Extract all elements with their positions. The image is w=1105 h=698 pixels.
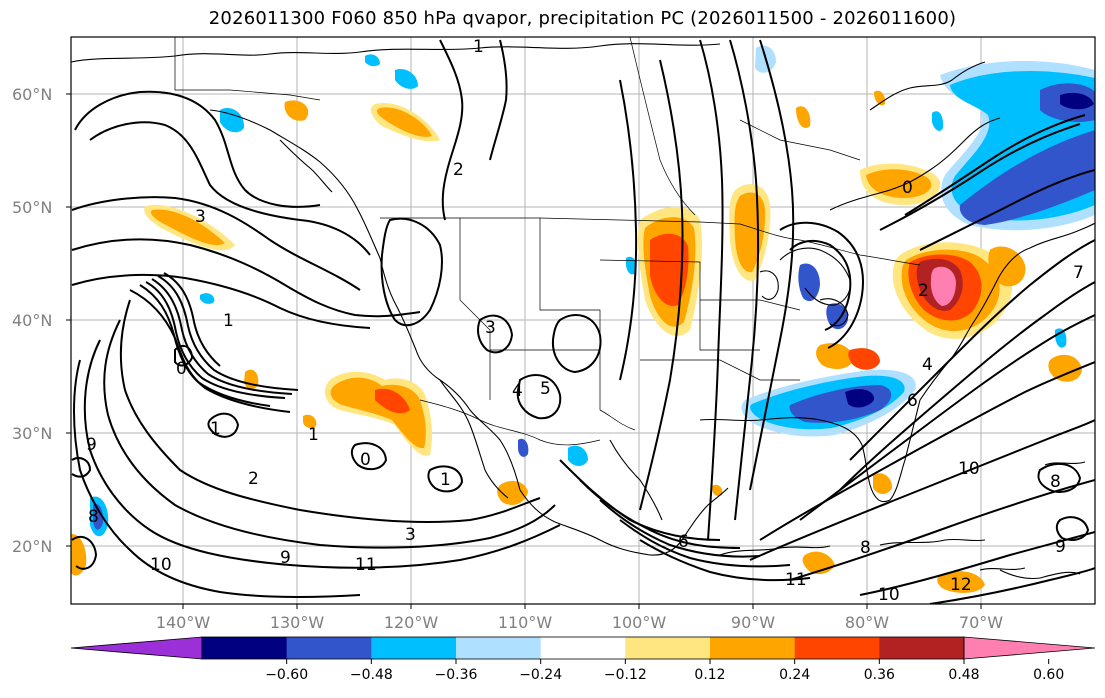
colorbar-tick-label: 0.24 bbox=[779, 667, 810, 683]
colorbar-tick-label: −0.12 bbox=[604, 667, 647, 683]
colorbar-tick-label: −0.36 bbox=[435, 667, 478, 683]
colorbar-tick-label: −0.60 bbox=[265, 667, 308, 683]
contour-label: 10 bbox=[878, 585, 900, 605]
contour-label: 1 bbox=[210, 419, 221, 439]
colorbar-extend-min bbox=[70, 636, 203, 660]
contour-label: 7 bbox=[1073, 263, 1084, 283]
colorbar-segment bbox=[202, 637, 288, 659]
contour-label: 9 bbox=[280, 548, 291, 568]
contour-label: 3 bbox=[485, 318, 496, 338]
contour-label: 6 bbox=[678, 532, 689, 552]
contour-label: 4 bbox=[922, 355, 933, 375]
contour-labels: 1 2 3 1 0 3 5 4 1 1 0 2 1 3 10 9 11 6 9 … bbox=[86, 37, 1084, 605]
lon-label: 110°W bbox=[498, 613, 553, 632]
lat-label: 20°N bbox=[12, 537, 52, 556]
colorbar-segment bbox=[456, 637, 542, 659]
colorbar-tick-label: −0.48 bbox=[350, 667, 393, 683]
colorbar-segment bbox=[710, 637, 796, 659]
contour-label: 1 bbox=[223, 311, 234, 331]
colorbar-extend-max bbox=[963, 636, 1096, 660]
colorbar-segment bbox=[540, 637, 626, 659]
colorbar-segment bbox=[794, 637, 880, 659]
contour-label: 8 bbox=[88, 507, 99, 527]
colorbar bbox=[70, 636, 1096, 660]
lon-label: 120°W bbox=[384, 613, 439, 632]
graticule bbox=[71, 37, 1095, 604]
contour-label: 2 bbox=[918, 281, 929, 301]
lat-label: 30°N bbox=[12, 424, 52, 443]
contour-label: 0 bbox=[360, 450, 371, 470]
political-borders bbox=[174, 37, 921, 446]
contour-label: 3 bbox=[195, 207, 206, 227]
contour-label: 9 bbox=[86, 435, 97, 455]
colorbar-segment bbox=[286, 637, 372, 659]
lon-label: 80°W bbox=[845, 613, 889, 632]
colorbar-tick-label: −0.24 bbox=[519, 667, 562, 683]
contour-label: 1 bbox=[440, 470, 451, 490]
contour-label: 4 bbox=[512, 381, 523, 401]
lon-label: 90°W bbox=[731, 613, 775, 632]
map-title: 2026011300 F060 850 hPa qvapor, precipit… bbox=[208, 8, 957, 29]
contour-label: 11 bbox=[355, 555, 377, 575]
contour-label: 1 bbox=[308, 425, 319, 445]
colorbar-segment bbox=[879, 637, 965, 659]
contour-label: 2 bbox=[453, 160, 464, 180]
axis-ticks bbox=[66, 93, 982, 609]
contour-label: 8 bbox=[860, 538, 871, 558]
contour-label: 6 bbox=[907, 391, 918, 411]
longitude-labels: 140°W 130°W 120°W 110°W 100°W 90°W 80°W … bbox=[156, 613, 1003, 632]
lat-label: 60°N bbox=[12, 85, 52, 104]
lon-label: 70°W bbox=[959, 613, 1003, 632]
lon-label: 130°W bbox=[270, 613, 325, 632]
latitude-labels: 60°N 50°N 40°N 30°N 20°N bbox=[12, 85, 52, 556]
contour-label: 0 bbox=[176, 359, 187, 379]
lon-label: 100°W bbox=[612, 613, 667, 632]
colorbar-tick-label: 0.48 bbox=[948, 667, 979, 683]
contour-label: 10 bbox=[958, 459, 980, 479]
colorbar-tick-label: 0.36 bbox=[864, 667, 895, 683]
colorbar-segment bbox=[371, 637, 457, 659]
contour-label: 9 bbox=[1055, 537, 1066, 557]
lat-label: 50°N bbox=[12, 198, 52, 217]
contour-label: 3 bbox=[405, 525, 416, 545]
contour-label: 12 bbox=[950, 575, 972, 595]
contour-label: 0 bbox=[902, 178, 913, 198]
lon-label: 140°W bbox=[156, 613, 211, 632]
qvapor-contours bbox=[71, 39, 1095, 604]
colorbar-tick-label: 0.60 bbox=[1033, 667, 1064, 683]
colorbar-segment bbox=[625, 637, 711, 659]
contour-label: 11 bbox=[785, 570, 807, 590]
colorbar-tick-label: 0.12 bbox=[694, 667, 725, 683]
contour-label: 5 bbox=[540, 379, 551, 399]
precip-positive-shading bbox=[71, 90, 1082, 593]
contour-label: 10 bbox=[150, 555, 172, 575]
colorbar-border bbox=[201, 636, 965, 660]
contour-label: 1 bbox=[473, 37, 484, 57]
map-content: 1 2 3 1 0 3 5 4 1 1 0 2 1 3 10 9 11 6 9 … bbox=[71, 37, 1095, 605]
lat-label: 40°N bbox=[12, 311, 52, 330]
contour-label: 8 bbox=[1050, 472, 1061, 492]
contour-label: 2 bbox=[248, 469, 259, 489]
colorbar-labels: −0.60 −0.48 −0.36 −0.24 −0.12 0.12 0.24 0.36 0.4… bbox=[265, 659, 1064, 683]
